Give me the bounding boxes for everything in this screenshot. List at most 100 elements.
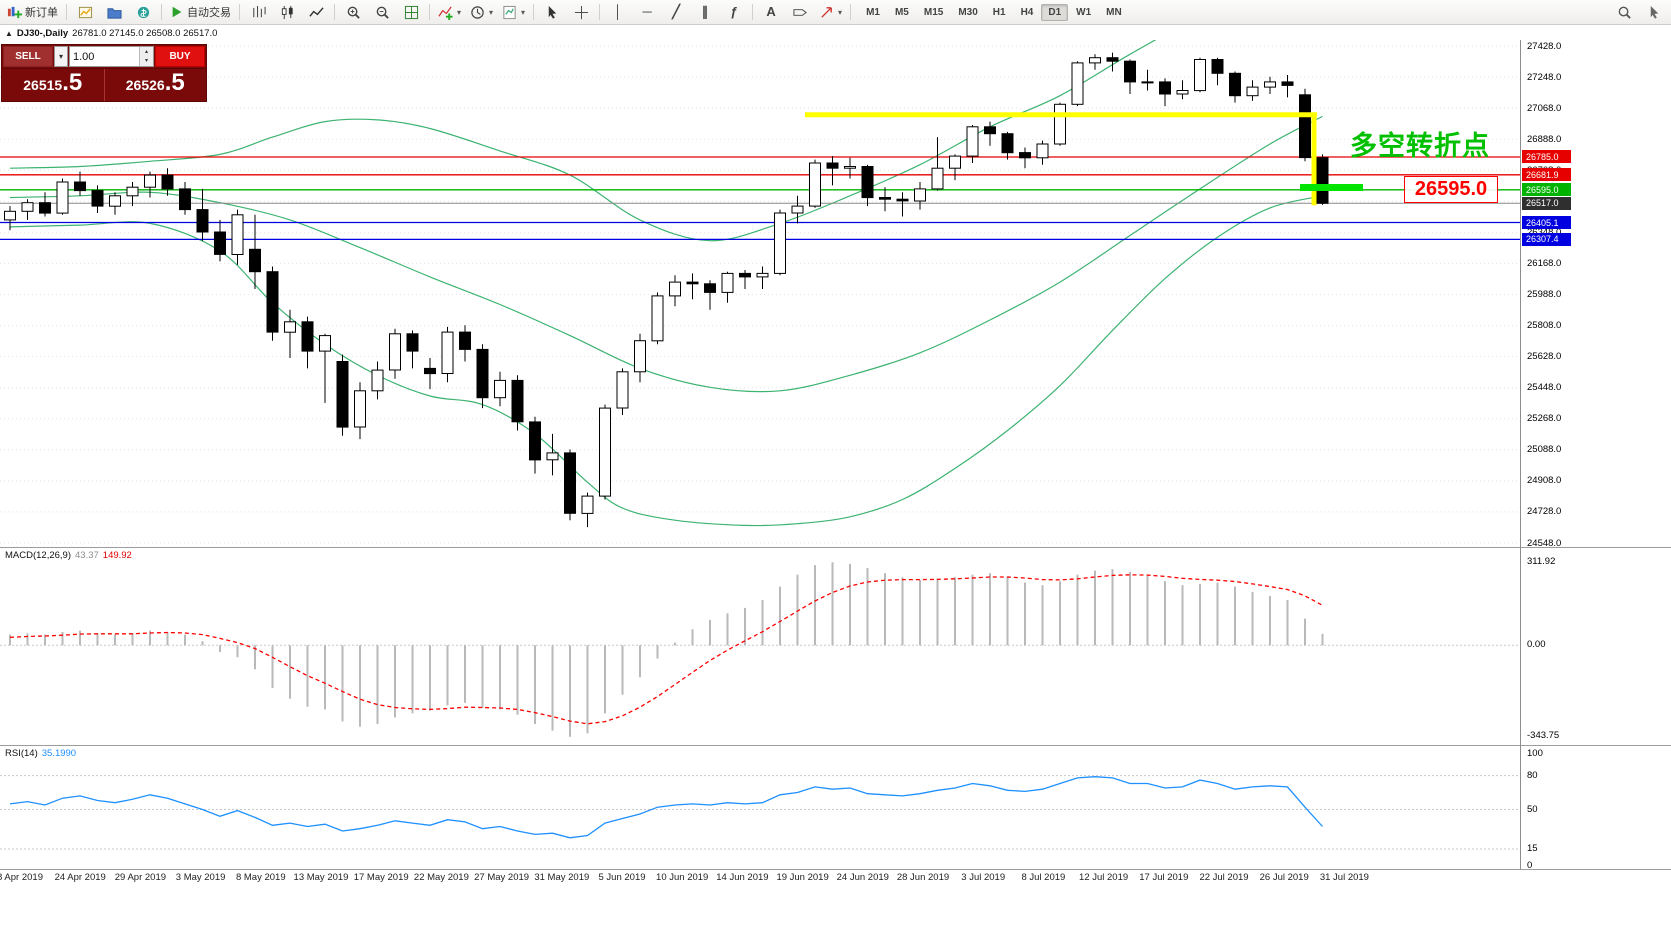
macd-indicator-label: MACD(12,26,9) 43.37 149.92 (5, 550, 132, 561)
buy-price-frac: .5 (164, 69, 185, 96)
date-tick: 14 Jun 2019 (716, 872, 769, 883)
profiles-button[interactable] (100, 1, 128, 23)
vertical-line-icon: │ (613, 4, 623, 19)
caret-down-icon: ▾ (489, 7, 494, 17)
date-tick: 5 Jun 2019 (598, 872, 646, 883)
timeframe-h4-button[interactable]: H4 (1020, 6, 1034, 18)
separator (850, 4, 852, 20)
indicators-button[interactable]: ▾ (434, 1, 465, 23)
equidistant-channel-button[interactable]: ∥ (691, 1, 719, 23)
cursor-button[interactable] (538, 1, 566, 23)
timeframe-mn-button[interactable]: MN (1106, 6, 1122, 18)
rsi-axis-100: 100 (1527, 748, 1543, 759)
rsi-axis-0: 0 (1527, 860, 1533, 871)
sell-button[interactable]: SELL (3, 46, 53, 67)
current-price-label: 26517.0 (1522, 196, 1571, 210)
price-tick: 26348.0 (1527, 227, 1561, 238)
macd-axis-max: 311.92 (1527, 556, 1556, 567)
price-tick: 25268.0 (1527, 413, 1562, 425)
collapse-panel-icon[interactable]: ▲ (5, 29, 13, 38)
bar-chart-button[interactable] (244, 1, 272, 23)
separator (752, 4, 754, 20)
price-tick: 24548.0 (1527, 537, 1562, 549)
zoom-in-icon (347, 6, 360, 19)
price-tick: 25628.0 (1527, 351, 1562, 363)
trendline-icon: ╱ (672, 4, 680, 19)
search-icon (1618, 6, 1631, 19)
price-tick: 25448.0 (1527, 382, 1562, 394)
line-chart-icon (308, 6, 324, 17)
autotrading-button[interactable]: 自动交易 (166, 1, 235, 23)
ohlc-values: 26781.0 27145.0 26508.0 26517.0 (72, 28, 218, 39)
level-price-label: 26785.0 (1522, 150, 1571, 164)
macd-axis-zero: 0.00 (1527, 639, 1546, 650)
autotrading-label: 自动交易 (187, 7, 231, 19)
crosshair-button[interactable] (567, 1, 595, 23)
trendline-button[interactable]: ╱ (662, 1, 690, 23)
price-axis[interactable]: 27428.027248.027068.026888.026708.026528… (1521, 24, 1671, 886)
buy-price[interactable]: 26526 .5 (105, 69, 207, 101)
separator (239, 4, 240, 20)
buy-button[interactable]: BUY (155, 46, 205, 67)
tile-windows-icon (404, 5, 418, 19)
chart-canvas[interactable] (0, 24, 1520, 869)
text-tool-button[interactable]: A (757, 1, 785, 23)
volume-up-button[interactable]: ▴ (140, 47, 153, 57)
caret-down-icon: ▾ (521, 7, 526, 17)
level-price-label: 26681.9 (1522, 168, 1571, 182)
search-button[interactable] (1610, 1, 1638, 23)
pointer-button[interactable] (1640, 1, 1668, 23)
templates-button[interactable]: ▾ (498, 1, 529, 23)
sell-price[interactable]: 26515 .5 (2, 69, 104, 101)
candlestick-button[interactable] (273, 1, 301, 23)
timeframe-m5-button[interactable]: M5 (894, 6, 909, 18)
horizontal-line-button[interactable]: ─ (633, 1, 661, 23)
candlestick-icon (281, 5, 293, 19)
date-tick: 22 May 2019 (413, 872, 469, 883)
market-watch-button[interactable] (129, 1, 157, 23)
time-axis[interactable]: 8 Apr 2019 24 Apr 2019 29 Apr 2019 3 May 20… (0, 872, 1520, 886)
timeframe-d1-button[interactable]: D1 (1041, 3, 1069, 21)
new-chart-button[interactable] (71, 1, 99, 23)
macd-value-signal: 149.92 (102, 550, 132, 561)
timeframe-m1-button[interactable]: M1 (866, 6, 880, 18)
timeframe-h1-button[interactable]: H1 (992, 6, 1006, 18)
macd-axis-min: -343.75 (1527, 730, 1560, 741)
timeframe-m30-button[interactable]: M30 (958, 6, 978, 18)
crosshair-icon (574, 5, 588, 19)
date-tick: 24 Apr 2019 (54, 872, 106, 883)
fibonacci-button[interactable]: ƒ (720, 1, 748, 23)
cursor-icon (548, 5, 556, 19)
timeframe-m15-button[interactable]: M15 (923, 6, 944, 18)
price-callout-box[interactable]: 26595.0 (1404, 176, 1498, 203)
text-label-button[interactable] (786, 1, 814, 23)
price-tick: 25988.0 (1527, 289, 1562, 300)
zoom-in-button[interactable] (339, 1, 367, 23)
arrows-button[interactable]: ▾ (815, 1, 846, 23)
volume-down-button[interactable]: ▾ (140, 56, 153, 66)
symbol-label: DJ30-,Daily (16, 28, 69, 39)
line-chart-button[interactable] (302, 1, 330, 23)
autotrading-play-icon (172, 6, 182, 18)
order-options-caret[interactable]: ▾ (54, 46, 68, 67)
turning-point-annotation[interactable]: 多空转折点 (1350, 131, 1490, 161)
periods-button[interactable]: ▾ (466, 1, 497, 23)
date-tick: 3 May 2019 (175, 872, 226, 883)
one-click-trading-panel: SELL ▾ ▴ ▾ BUY 26515 .5 26526 .5 (1, 44, 207, 102)
date-tick: 22 Jul 2019 (1199, 872, 1249, 883)
new-order-button[interactable]: 新订单 (3, 1, 62, 23)
zoom-out-button[interactable] (368, 1, 396, 23)
level-price-label: 26405.1 (1522, 216, 1571, 230)
volume-input[interactable] (70, 47, 139, 66)
level-price-label: 26595.0 (1522, 183, 1571, 197)
caret-down-icon: ▾ (838, 7, 843, 17)
timeframe-w1-button[interactable]: W1 (1076, 6, 1092, 18)
volume-steppers: ▴ ▾ (139, 47, 153, 66)
rsi-axis-80: 80 (1527, 770, 1538, 781)
price-tick: 24728.0 (1527, 506, 1562, 518)
tile-windows-button[interactable] (397, 1, 425, 23)
vertical-line-button[interactable]: │ (604, 1, 632, 23)
template-icon (503, 5, 516, 19)
sell-price-frac: .5 (62, 69, 83, 96)
